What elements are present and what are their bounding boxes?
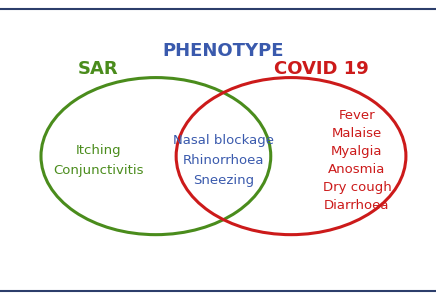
Text: Itching
Conjunctivitis: Itching Conjunctivitis <box>53 144 144 177</box>
Text: SAR: SAR <box>78 61 119 79</box>
Text: PHENOTYPE: PHENOTYPE <box>163 42 284 60</box>
Text: Fever
Malaise
Myalgia
Anosmia
Dry cough
Diarrhoea: Fever Malaise Myalgia Anosmia Dry cough … <box>323 109 391 212</box>
Text: Nasal blockage
Rhinorrhoea
Sneezing: Nasal blockage Rhinorrhoea Sneezing <box>173 134 274 187</box>
Text: COVID 19: COVID 19 <box>274 61 369 79</box>
